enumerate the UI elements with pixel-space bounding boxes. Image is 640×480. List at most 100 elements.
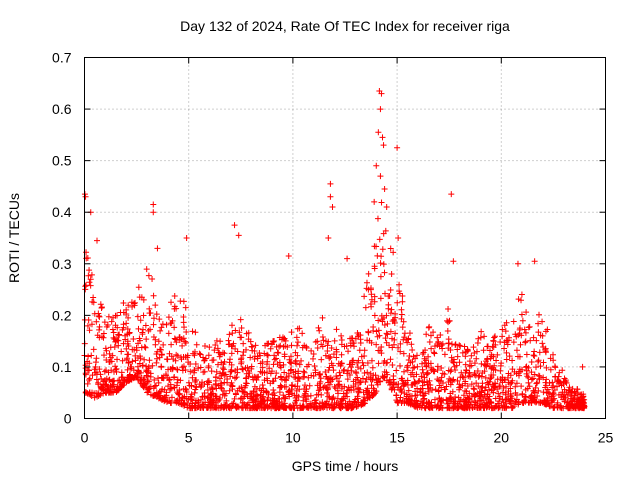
roti-point bbox=[141, 356, 148, 363]
roti-point bbox=[206, 344, 213, 351]
roti-point bbox=[264, 351, 271, 358]
roti-point bbox=[285, 388, 292, 395]
roti-point bbox=[144, 373, 151, 380]
roti-point bbox=[546, 390, 553, 397]
roti-point bbox=[158, 351, 165, 358]
roti-point bbox=[482, 384, 489, 391]
roti-point bbox=[272, 404, 279, 411]
roti-point bbox=[179, 394, 186, 401]
roti-point bbox=[208, 368, 215, 375]
roti-point bbox=[267, 380, 274, 387]
roti-point bbox=[364, 360, 371, 367]
roti-point bbox=[408, 399, 415, 406]
roti-point bbox=[288, 386, 295, 393]
roti-point bbox=[201, 343, 208, 350]
roti-point bbox=[503, 396, 510, 403]
roti-point bbox=[293, 392, 300, 399]
roti-point bbox=[114, 312, 121, 319]
roti-point bbox=[483, 363, 490, 370]
roti-point bbox=[88, 321, 95, 328]
roti-point bbox=[563, 379, 570, 386]
roti-point bbox=[238, 358, 245, 365]
roti-point bbox=[147, 391, 154, 398]
roti-point bbox=[314, 382, 321, 389]
roti-point bbox=[374, 215, 381, 222]
roti-point bbox=[125, 351, 132, 358]
roti-point bbox=[271, 337, 278, 344]
roti-point bbox=[427, 332, 434, 339]
roti-point bbox=[197, 364, 204, 371]
roti-point bbox=[446, 395, 453, 402]
roti-point bbox=[392, 330, 399, 337]
roti-point bbox=[510, 339, 517, 346]
roti-point bbox=[85, 353, 92, 360]
roti-point bbox=[344, 393, 351, 400]
roti-point bbox=[257, 368, 264, 375]
roti-point bbox=[488, 400, 495, 407]
roti-point bbox=[465, 395, 472, 402]
tick-labels: 0 5 10 15 20 25 0 0.1 0.2 0.3 0.4 0.5 0.6 0.7 bbox=[52, 50, 613, 446]
roti-point bbox=[106, 358, 113, 365]
roti-point bbox=[445, 306, 452, 313]
roti-point bbox=[191, 402, 198, 409]
roti-point bbox=[407, 359, 414, 366]
roti-point bbox=[98, 304, 105, 311]
roti-point bbox=[405, 387, 412, 394]
roti-point bbox=[217, 394, 224, 401]
roti-point bbox=[381, 186, 388, 193]
roti-point bbox=[150, 321, 157, 328]
roti-point bbox=[157, 327, 164, 334]
roti-point bbox=[528, 358, 535, 365]
roti-point bbox=[180, 298, 187, 305]
roti-point bbox=[220, 366, 227, 373]
roti-point bbox=[378, 343, 385, 350]
roti-point bbox=[415, 378, 422, 385]
roti-point bbox=[124, 325, 131, 332]
roti-point bbox=[127, 363, 134, 370]
roti-point bbox=[380, 142, 387, 149]
roti-point bbox=[86, 267, 93, 274]
roti-point bbox=[425, 324, 432, 331]
roti-point bbox=[118, 348, 125, 355]
roti-point bbox=[398, 306, 405, 313]
roti-point bbox=[503, 356, 510, 363]
roti-point bbox=[172, 336, 179, 343]
roti-point bbox=[137, 378, 144, 385]
roti-point bbox=[232, 367, 239, 374]
x-tick-label: 0 bbox=[81, 430, 89, 446]
roti-point bbox=[287, 404, 294, 411]
roti-point bbox=[344, 255, 351, 262]
roti-point bbox=[414, 363, 421, 370]
roti-point bbox=[82, 286, 89, 293]
roti-point bbox=[312, 339, 319, 346]
roti-point bbox=[452, 402, 459, 409]
roti-point bbox=[443, 396, 450, 403]
roti-point bbox=[143, 266, 150, 273]
roti-point bbox=[531, 389, 538, 396]
roti-point bbox=[499, 326, 506, 333]
roti-point bbox=[468, 352, 475, 359]
roti-point bbox=[193, 376, 200, 383]
roti-point bbox=[231, 395, 238, 402]
roti-point bbox=[134, 374, 141, 381]
roti-point bbox=[536, 349, 543, 356]
roti-point bbox=[201, 357, 208, 364]
roti-point bbox=[419, 382, 426, 389]
roti-point bbox=[118, 384, 125, 391]
roti-point bbox=[341, 383, 348, 390]
roti-point bbox=[150, 333, 157, 340]
roti-point bbox=[119, 374, 126, 381]
roti-point bbox=[419, 366, 426, 373]
roti-point bbox=[438, 365, 445, 372]
roti-point bbox=[147, 309, 154, 316]
roti-point bbox=[525, 364, 532, 371]
roti-point bbox=[152, 302, 159, 309]
roti-point bbox=[281, 353, 288, 360]
roti-point bbox=[466, 363, 473, 370]
roti-point bbox=[497, 376, 504, 383]
roti-point bbox=[406, 352, 413, 359]
roti-point bbox=[187, 396, 194, 403]
roti-point bbox=[530, 375, 537, 382]
roti-point bbox=[525, 324, 532, 331]
